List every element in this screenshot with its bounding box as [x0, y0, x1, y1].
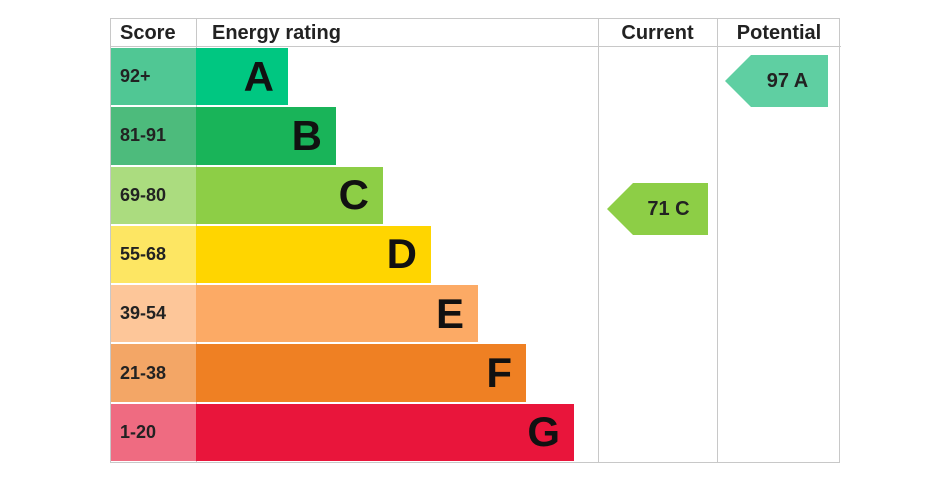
score-range: 39-54 [111, 285, 196, 343]
current-rating: 71 C [607, 183, 708, 235]
potential-header: Potential [717, 19, 841, 47]
rating-bar: C [196, 166, 383, 224]
rating-bar: A [196, 48, 288, 106]
score-range: 81-91 [111, 107, 196, 165]
potential-rating: 97 A [725, 55, 828, 107]
divider [598, 19, 599, 462]
current-header: Current [598, 19, 717, 47]
rating-header: Energy rating [196, 19, 598, 47]
rating-bar: F [196, 344, 526, 402]
epc-chart: Score Energy rating Current Potential 71… [110, 18, 841, 463]
rating-bar: D [196, 225, 431, 284]
score-range: 55-68 [111, 225, 196, 284]
rating-bar: B [196, 107, 336, 165]
score-range: 69-80 [111, 166, 196, 224]
rating-bar: G [196, 403, 574, 461]
score-range: 1-20 [111, 403, 196, 461]
divider [717, 19, 718, 462]
score-range: 21-38 [111, 344, 196, 402]
score-range: 92+ [111, 48, 196, 106]
score-header: Score [111, 19, 196, 47]
rating-bar: E [196, 285, 478, 343]
